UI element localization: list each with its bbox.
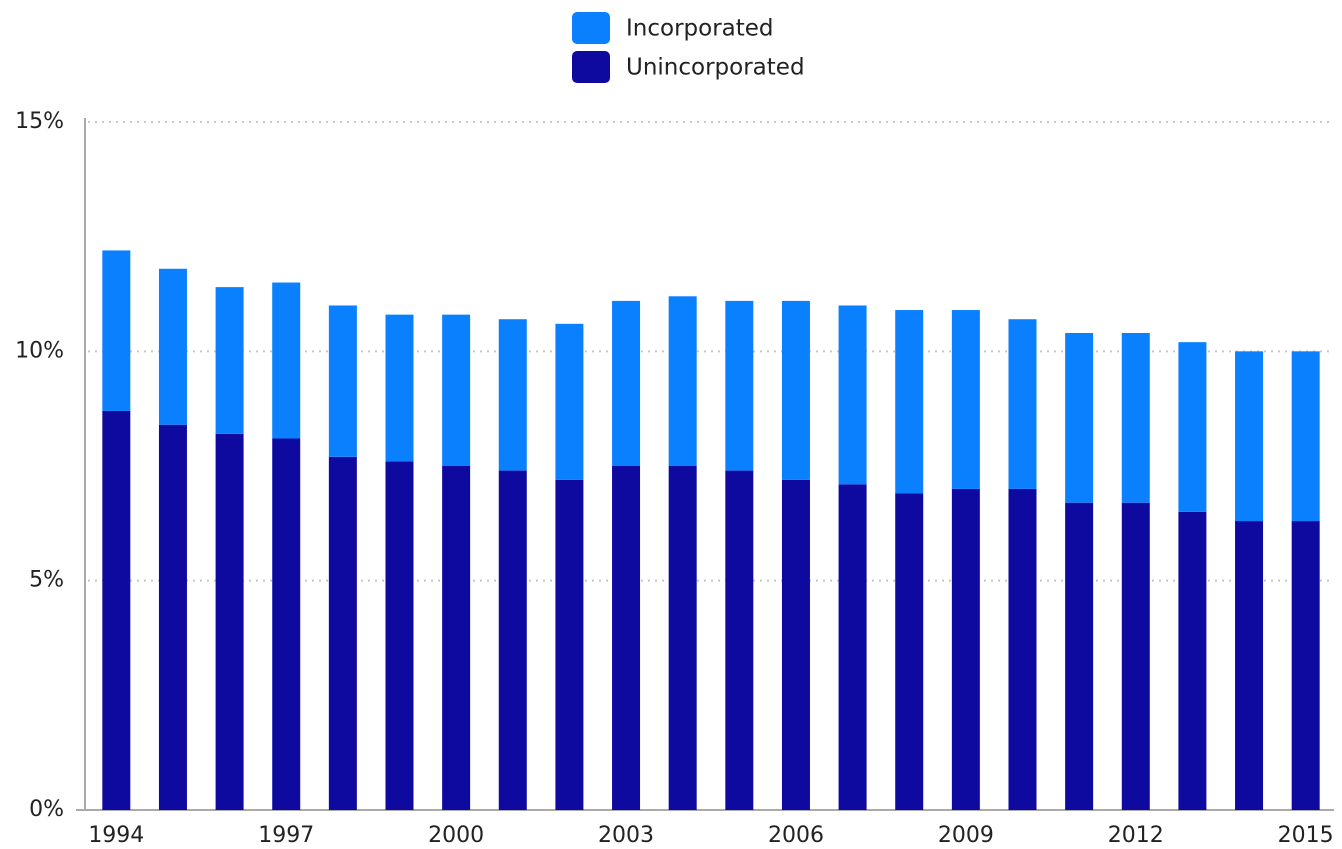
bar-segment bbox=[1291, 351, 1320, 522]
bar-segment bbox=[612, 300, 641, 466]
bar-segment bbox=[442, 314, 471, 466]
bar-segment bbox=[498, 470, 527, 810]
bar-segment bbox=[158, 424, 187, 810]
bar-segment bbox=[328, 305, 357, 457]
bar-segment bbox=[215, 287, 244, 434]
y-tick-label: 10% bbox=[15, 338, 64, 363]
x-tick-label: 2009 bbox=[938, 823, 994, 848]
bar-segment bbox=[668, 296, 697, 466]
bar-segment bbox=[272, 282, 301, 439]
bar-segment bbox=[1065, 502, 1094, 810]
bar-segment bbox=[385, 461, 414, 810]
bar-segment bbox=[951, 310, 980, 489]
bar-segment bbox=[1121, 502, 1150, 810]
legend-label: Incorporated bbox=[626, 16, 774, 42]
bar-segment bbox=[725, 470, 754, 810]
bar-segment bbox=[1008, 319, 1037, 489]
bar-segment bbox=[1008, 488, 1037, 810]
bar-segment bbox=[215, 433, 244, 810]
bar-segment bbox=[498, 319, 527, 471]
bar-segment bbox=[442, 466, 471, 810]
bar-segment bbox=[555, 479, 584, 810]
bar-segment bbox=[781, 479, 810, 810]
bar-segment bbox=[272, 438, 301, 810]
bar-segment bbox=[1178, 511, 1207, 810]
bar-segment bbox=[102, 410, 131, 810]
bar-segment bbox=[102, 250, 131, 411]
legend-label: Unincorporated bbox=[626, 55, 805, 81]
bar-segment bbox=[781, 300, 810, 480]
bar-segment bbox=[385, 314, 414, 462]
legend-swatch bbox=[572, 12, 610, 44]
x-tick-label: 1997 bbox=[258, 823, 314, 848]
y-tick-label: 5% bbox=[29, 568, 64, 593]
bar-segment bbox=[838, 484, 867, 810]
bar-segment bbox=[1065, 332, 1094, 503]
y-tick-label: 15% bbox=[15, 109, 64, 134]
bar-segment bbox=[1291, 521, 1320, 810]
bar-segment bbox=[1178, 342, 1207, 512]
bar-segment bbox=[1235, 521, 1264, 810]
x-tick-label: 2006 bbox=[768, 823, 824, 848]
bar-segment bbox=[1235, 351, 1264, 522]
bar-segment bbox=[838, 305, 867, 485]
y-tick-label: 0% bbox=[29, 797, 64, 822]
bar-segment bbox=[725, 300, 754, 471]
bar-segment bbox=[951, 488, 980, 810]
bar-segment bbox=[328, 456, 357, 810]
legend-swatch bbox=[572, 51, 610, 83]
bar-segment bbox=[612, 466, 641, 810]
x-tick-label: 2015 bbox=[1278, 823, 1334, 848]
bar-segment bbox=[1121, 332, 1150, 503]
x-tick-label: 1994 bbox=[88, 823, 144, 848]
x-tick-label: 2012 bbox=[1108, 823, 1164, 848]
bar-segment bbox=[895, 493, 924, 810]
x-tick-label: 2003 bbox=[598, 823, 654, 848]
bar-segment bbox=[895, 310, 924, 494]
x-tick-label: 2000 bbox=[428, 823, 484, 848]
bar-segment bbox=[668, 466, 697, 810]
bar-segment bbox=[158, 268, 187, 425]
bar-segment bbox=[555, 323, 584, 480]
